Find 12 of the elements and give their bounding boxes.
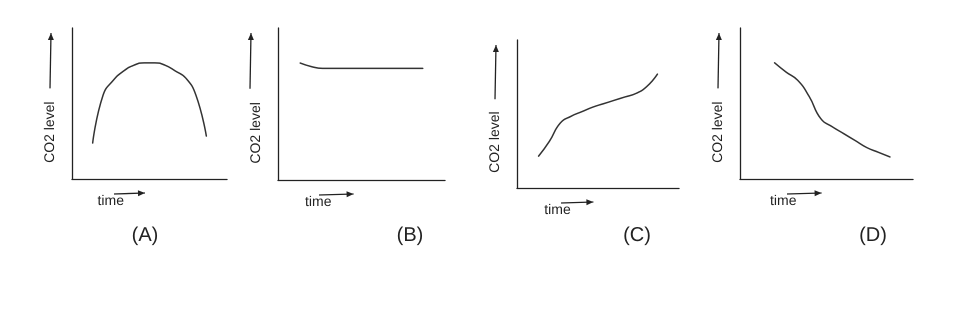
- y-axis-title: CO2 level: [709, 101, 725, 163]
- x-axis-title: time: [770, 192, 797, 208]
- text: (B): [396, 224, 424, 246]
- x-axis-title: time: [305, 193, 332, 209]
- x-axis-title: time: [544, 201, 571, 217]
- text: (D): [859, 224, 887, 246]
- x-axis-title: time: [98, 192, 124, 208]
- text: (C): [623, 224, 651, 246]
- y-axis-title: CO2 level: [247, 102, 263, 164]
- text: (A): [132, 224, 158, 246]
- y-axis-title: CO2 level: [41, 101, 57, 163]
- y-axis-title: CO2 level: [486, 111, 502, 173]
